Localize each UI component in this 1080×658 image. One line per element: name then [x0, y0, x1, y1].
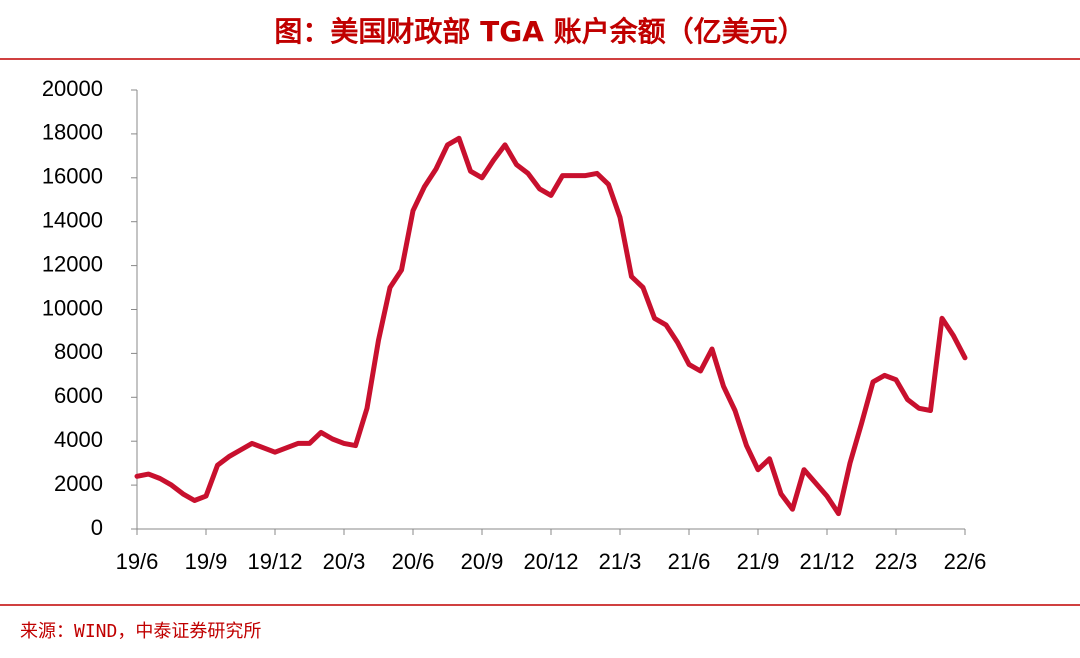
y-tick-label: 14000	[42, 208, 103, 233]
x-tick-label: 19/9	[185, 549, 228, 574]
x-tick-label: 22/3	[875, 549, 918, 574]
y-tick-label: 4000	[54, 427, 103, 452]
x-tick-label: 21/3	[599, 549, 642, 574]
y-tick-label: 18000	[42, 120, 103, 145]
y-tick-label: 20000	[42, 76, 103, 101]
y-tick-label: 2000	[54, 471, 103, 496]
x-tick-label: 20/3	[323, 549, 366, 574]
chart-title: 图：美国财政部 TGA 账户余额（亿美元）	[274, 15, 805, 48]
x-tick-label: 21/9	[737, 549, 780, 574]
source: 来源：WIND，中泰证券研究所	[20, 621, 261, 642]
x-tick-label: 20/6	[392, 549, 435, 574]
y-tick-label: 0	[91, 515, 103, 540]
x-tick-label: 20/9	[461, 549, 504, 574]
x-tick-label: 21/6	[668, 549, 711, 574]
x-tick-label: 19/6	[116, 549, 159, 574]
x-tick-label: 21/12	[799, 549, 854, 574]
y-tick-label: 12000	[42, 251, 103, 276]
x-tick-label: 19/12	[247, 549, 302, 574]
y-tick-label: 8000	[54, 339, 103, 364]
x-tick-label: 20/12	[523, 549, 578, 574]
y-tick-label: 6000	[54, 383, 103, 408]
line	[134, 135, 968, 517]
y-tick-label: 10000	[42, 295, 103, 320]
x-tick-label: 22/6	[944, 549, 987, 574]
y-tick-label: 16000	[42, 164, 103, 189]
